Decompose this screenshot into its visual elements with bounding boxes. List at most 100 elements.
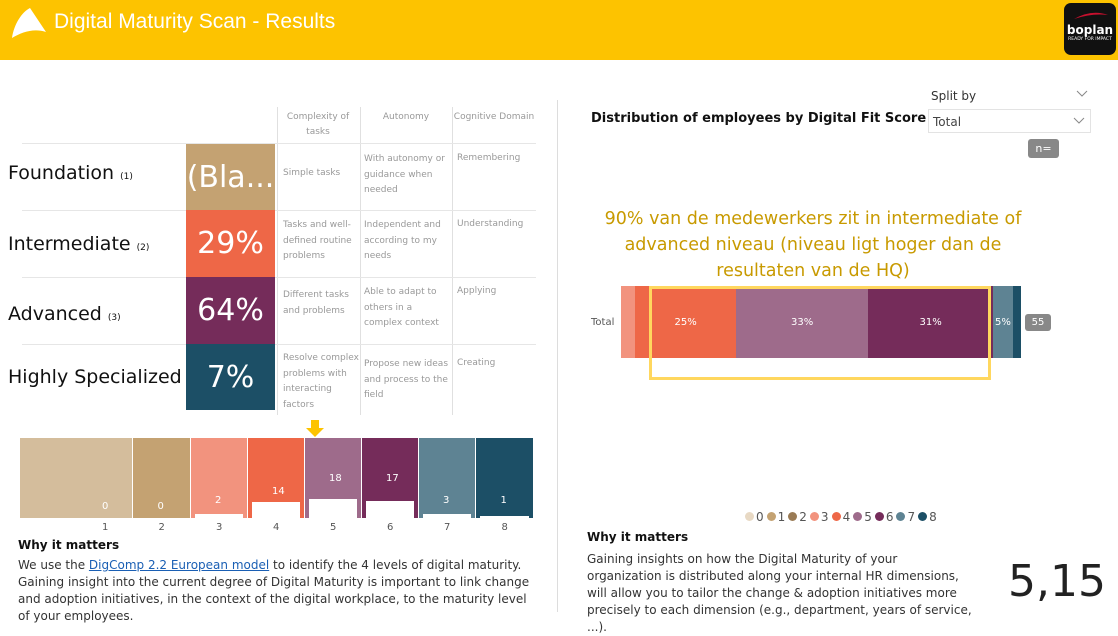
boplan-logo: boplan READY FOR IMPACT (1064, 3, 1116, 55)
legend-dot-icon (788, 512, 798, 521)
column-header: Complexity of tasks (286, 112, 350, 137)
bar-label: 3 (216, 522, 223, 533)
bar-value: 14 (272, 486, 285, 497)
bar-label: 6 (387, 522, 394, 533)
legend-item[interactable]: 7 (896, 510, 915, 524)
histogram-bar: 3 (419, 438, 475, 518)
cognitive-cell: Applying (457, 286, 497, 296)
stacked-bar: 25% 33% 31% 5% (621, 286, 1021, 358)
bar-inner (366, 501, 414, 518)
bar-value: 17 (386, 473, 399, 484)
histogram-bar: 17 (362, 438, 418, 518)
histogram-bar: 1 (476, 438, 533, 518)
legend-item[interactable]: 2 (788, 510, 807, 524)
chart-title: Distribution of employees by Digital Fit… (591, 111, 927, 126)
bar-label: 4 (273, 522, 280, 533)
arrow-down-icon (306, 420, 324, 437)
chart-annotation: 90% van de medewerkers zit in intermedia… (604, 209, 1022, 281)
level-percentage: (Bla... (186, 144, 275, 210)
category-label: Total (591, 317, 615, 328)
histogram-bar: 18 (305, 438, 361, 518)
chevron-down-icon (1073, 117, 1085, 124)
bar-label: 7 (444, 522, 451, 533)
legend-dot-icon (918, 512, 928, 521)
histogram-bar: 2 (191, 438, 247, 518)
legend-item[interactable]: 0 (745, 510, 764, 524)
legend-dot-icon (831, 512, 841, 521)
chevron-down-icon[interactable] (1076, 90, 1088, 98)
level-percentage: 29% (186, 210, 275, 277)
bar-segment-6[interactable]: 31% (868, 286, 993, 358)
bar-segment-5[interactable]: 33% (735, 286, 869, 358)
histogram-bar: 14 (248, 438, 304, 518)
complexity-cell: Resolve complex problems with interactin… (283, 353, 359, 410)
panel-divider (557, 100, 558, 612)
legend-item[interactable]: 8 (918, 510, 937, 524)
bar-inner (195, 514, 243, 518)
legend-dot-icon (766, 512, 776, 521)
bar-value: 2 (215, 495, 222, 506)
legend-item[interactable]: 5 (853, 510, 872, 524)
bar-inner (423, 514, 471, 518)
histogram-bar: 0 (133, 438, 190, 518)
level-percentage: 64% (186, 277, 275, 344)
digcomp-link[interactable]: DigComp 2.2 European model (88, 558, 270, 572)
bar-label: 1 (102, 522, 109, 533)
legend-item[interactable]: 4 (831, 510, 850, 524)
bar-value: 18 (329, 473, 342, 484)
row-divider (22, 210, 536, 211)
why-text-left: We use the DigComp 2.2 European model to… (18, 558, 530, 623)
header-bar (0, 0, 1118, 60)
row-divider (22, 143, 536, 144)
autonomy-cell: Propose new ideas and process to the fie… (364, 359, 449, 400)
legend-item[interactable]: 3 (809, 510, 829, 524)
level-name: Advanced (3) (8, 303, 121, 325)
level-name: Foundation (1) (8, 162, 133, 184)
bar-segment-8[interactable] (1012, 286, 1021, 358)
complexity-cell: Simple tasks (283, 168, 341, 178)
column-divider (452, 107, 453, 415)
row-divider (22, 277, 536, 278)
average-score: 5,15 (1008, 556, 1106, 607)
autonomy-cell: Independent and according to my needs (364, 220, 441, 261)
cognitive-cell: Understanding (457, 219, 524, 229)
level-name: Highly Specialized (4) (8, 366, 201, 388)
bar-inner (309, 499, 357, 518)
bar-value: 0 (157, 501, 164, 512)
boplan-swoosh-icon (12, 8, 46, 38)
bar-value: 1 (500, 495, 507, 506)
legend-dot-icon (896, 512, 906, 521)
autonomy-cell: Able to adapt to others in a complex con… (364, 287, 439, 328)
bar-inner (480, 516, 529, 518)
legend-dot-icon (853, 512, 863, 521)
bar-value: 0 (102, 501, 109, 512)
split-by-label: Split by (931, 89, 977, 103)
why-heading-right: Why it matters (587, 530, 689, 544)
column-header: Cognitive Domain (453, 112, 535, 122)
column-divider (277, 107, 278, 415)
legend-item[interactable]: 6 (874, 510, 893, 524)
level-percentage: 7% (186, 344, 275, 410)
split-by-dropdown[interactable]: Total (928, 109, 1091, 133)
cognitive-cell: Creating (457, 358, 496, 368)
app-title: Digital Maturity Scan - Results (54, 10, 336, 33)
bar-inner (252, 502, 300, 518)
bar-segment-3[interactable] (621, 286, 636, 358)
bar-label: 2 (158, 522, 165, 533)
row-divider (22, 344, 536, 345)
bar-label: 8 (501, 522, 508, 533)
why-text-right: Gaining insights on how the Digital Matu… (587, 552, 972, 634)
legend-dot-icon (809, 512, 819, 521)
histogram-bar: 0 (20, 438, 132, 518)
level-name: Intermediate (2) (8, 233, 150, 255)
total-n-badge: 55 (1025, 314, 1051, 331)
legend-dot-icon (874, 512, 884, 521)
complexity-cell: Different tasks and problems (283, 290, 349, 316)
bar-segment-4[interactable]: 25% (635, 286, 736, 358)
column-header: Autonomy (382, 112, 430, 122)
legend-item[interactable]: 1 (766, 510, 785, 524)
legend-dot-icon (745, 512, 754, 521)
cognitive-cell: Remembering (457, 153, 521, 163)
bar-segment-7[interactable]: 5% (992, 286, 1013, 358)
